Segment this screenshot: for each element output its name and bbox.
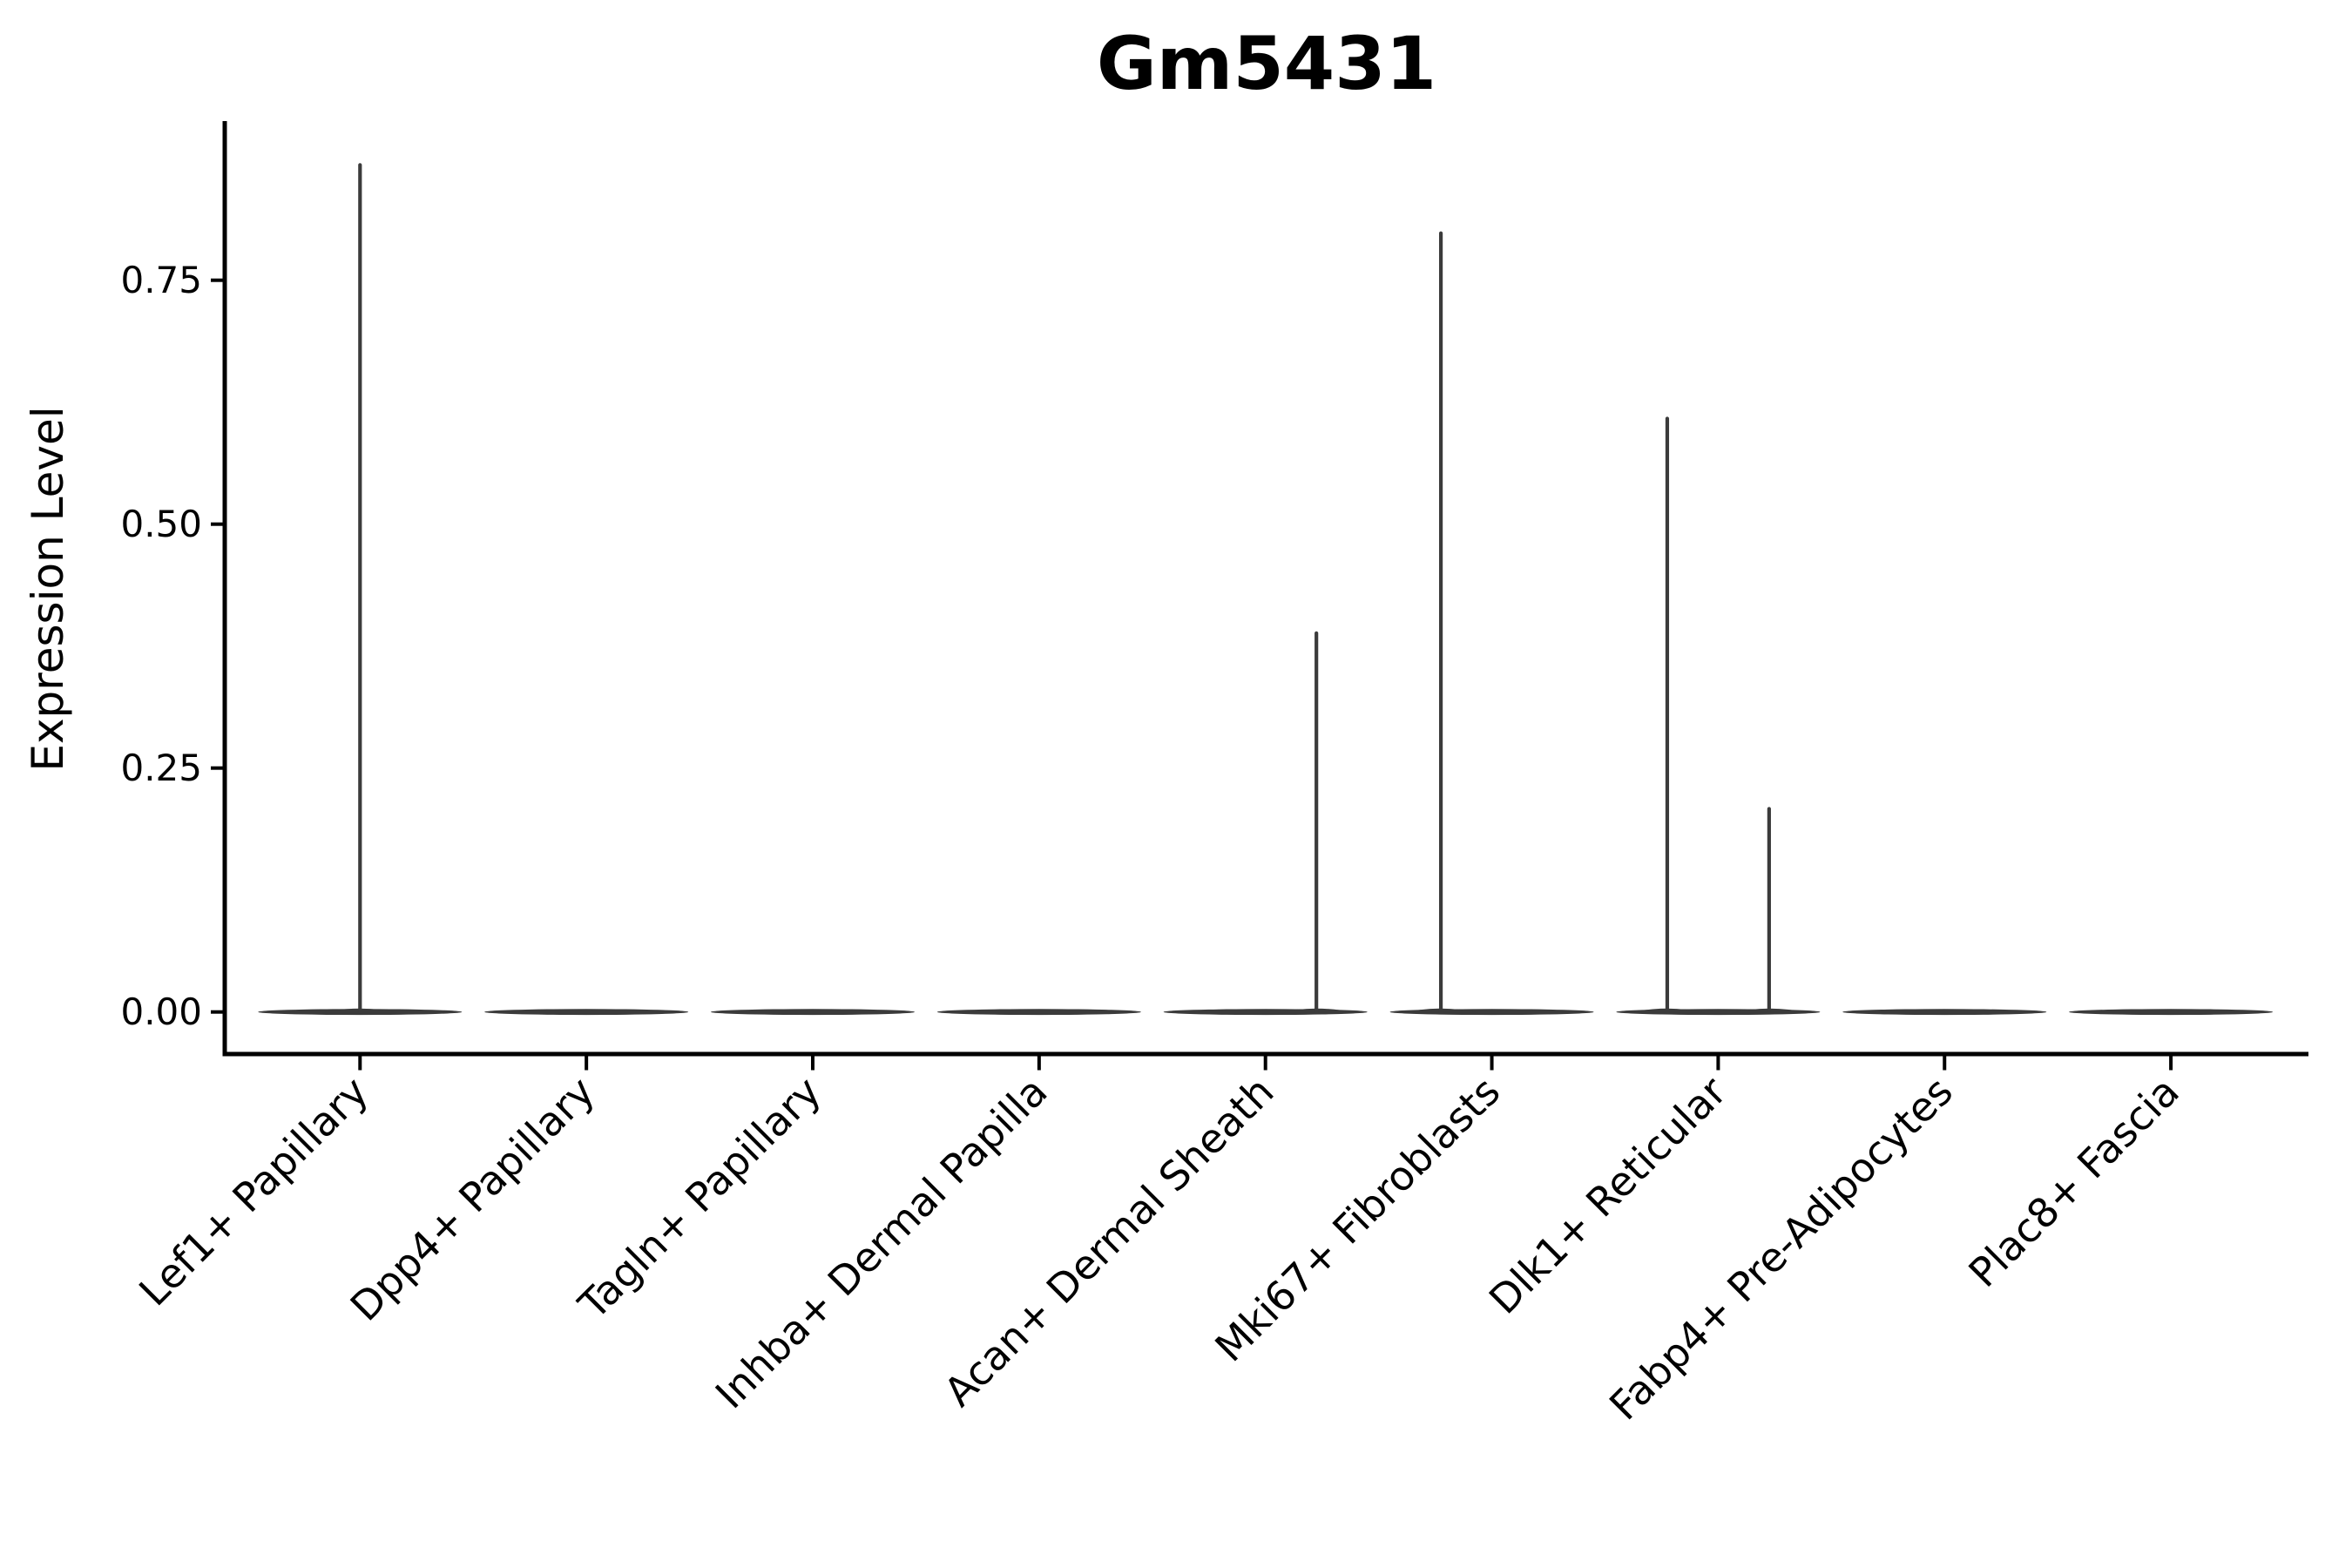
x-tick-label-tagln-papillary: Tagln+ Papillary: [569, 1068, 830, 1329]
y-tick-label: 0.25: [120, 747, 202, 789]
y-axis-label: Expression Level: [23, 406, 73, 771]
violin-dlk1-reticular: [1616, 416, 1821, 1016]
y-axis-ticks: 0.00 0.25 0.50 0.75: [120, 259, 225, 1033]
y-tick-label: 0.00: [120, 990, 202, 1033]
violins-layer: [258, 163, 2274, 1016]
x-tick-label-lef1-papillary: Lef1+ Papillary: [130, 1068, 377, 1315]
x-tick-label-dpp4-papillary: Dpp4+ Papillary: [341, 1068, 604, 1330]
violin-plac8-fascia: [2069, 1009, 2274, 1016]
y-tick-label: 0.50: [120, 503, 202, 545]
violin-inhba-dermal-papilla: [936, 1009, 1141, 1016]
violin-body: [484, 1009, 689, 1016]
x-tick-label-dlk1-reticular: Dlk1+ Reticular: [1480, 1068, 1735, 1323]
violin-body: [936, 1009, 1141, 1016]
x-tick-label-plac8-fascia: Plac8+ Fascia: [1959, 1068, 2187, 1296]
violin-lef1-papillary: [258, 163, 463, 1016]
violin-fabp4-pre-adipocytes: [1842, 1009, 2047, 1016]
violin-mki67-fibroblasts: [1389, 231, 1594, 1016]
violin-acan-dermal-sheath: [1163, 631, 1368, 1016]
violin-body: [711, 1009, 915, 1016]
y-tick-label: 0.75: [120, 259, 202, 301]
violin-body: [2069, 1009, 2274, 1016]
violin-tagln-papillary: [711, 1009, 915, 1016]
violin-dpp4-papillary: [484, 1009, 689, 1016]
plot-title: Gm5431: [1097, 21, 1436, 106]
violin-body: [1842, 1009, 2047, 1016]
